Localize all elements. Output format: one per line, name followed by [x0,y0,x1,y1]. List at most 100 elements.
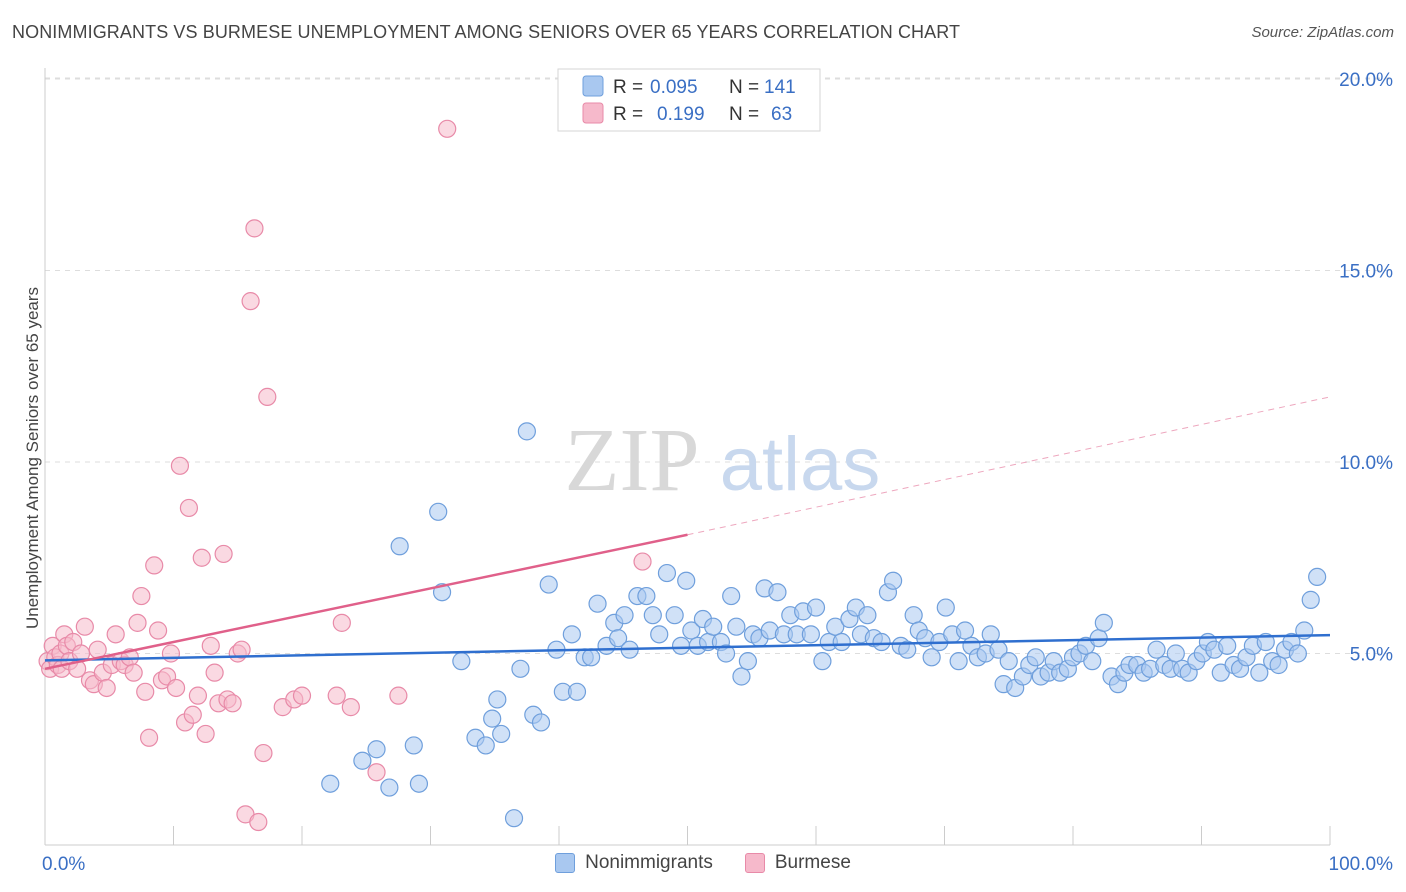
legend-swatch-burmese [744,853,765,873]
nonimmigrants-point [732,667,751,686]
nonimmigrants-point [1269,655,1288,675]
burmese-point [132,586,151,606]
nonimmigrants-point [452,652,471,671]
stats-legend-swatch-nonimmigrants [582,75,604,97]
burmese-point [179,498,199,518]
nonimmigrants-point [801,625,820,644]
burmese-point [249,812,268,832]
nonimmigrants-point [582,648,601,667]
nonimmigrants-point [367,740,386,759]
nonimmigrants-point [1083,652,1102,671]
burmese-point [341,698,360,717]
x-tick-label: 100.0% [1329,854,1394,875]
watermark-zip: ZIP [565,411,700,510]
nonimmigrants-point [1250,663,1269,682]
stats-legend-r-value: 0.095 [650,77,698,98]
burmese-point [258,387,277,406]
nonimmigrants-point [390,537,409,556]
nonimmigrants-point [637,586,656,606]
axes [44,68,1331,846]
nonimmigrants-point [1026,648,1045,667]
stats-legend-n-label: N = [729,77,759,98]
burmese-point [124,663,143,682]
y-axis-label: Unemployment Among Seniors over 65 years [23,287,42,629]
nonimmigrants-point [492,724,511,744]
nonimmigrants-point [813,652,832,671]
legend-swatch-nonimmigrants [555,853,576,873]
nonimmigrants-point [588,594,607,613]
legend-item-burmese: Burmese [744,852,851,874]
source-credit: Source: ZipAtlas.com [1251,24,1394,41]
nonimmigrants-point [955,621,975,640]
nonimmigrants-point [353,751,372,770]
nonimmigrants-point [1301,590,1320,609]
y-tick-label: 15.0% [1339,262,1393,283]
nonimmigrants-point [409,774,429,793]
nonimmigrants-point [483,709,502,728]
burmese-point [196,724,215,744]
burmese-points [38,119,652,832]
nonimmigrants-point [872,632,891,652]
nonimmigrants-point [476,736,495,755]
trend-lines [44,396,1331,671]
watermark: ZIP atlas [565,411,881,510]
burmese-point [170,456,190,475]
nonimmigrants-point [722,586,741,606]
stats-legend-n-value: 63 [771,104,792,125]
burmese-point [292,686,312,705]
nonimmigrants-point [806,598,826,617]
nonimmigrants-point [682,621,701,640]
y-tick-label: 20.0% [1339,70,1393,91]
nonimmigrants-point [609,629,628,648]
burmese-point [214,544,233,564]
burmese-point [389,686,408,705]
nonimmigrants-point [567,682,587,701]
stats-legend: R = 0.095 N = 141 R = 0.199 N = 63 [557,68,821,132]
nonimmigrants-point [883,571,903,590]
nonimmigrants-point [615,606,634,625]
nonimmigrants-point [1166,644,1185,663]
grid-lines [45,77,1392,654]
nonimmigrants-point [531,713,551,732]
nonimmigrants-point [517,422,536,441]
burmese-point [106,625,125,644]
legend-label-burmese: Burmese [774,852,851,873]
burmese-point [245,219,264,238]
stats-legend-r-label: R = [613,77,643,98]
nonimmigrants-point [858,606,877,625]
nonimmigrants-point [1089,629,1108,648]
nonimmigrants-point [404,736,423,755]
burmese-point [139,728,159,747]
nonimmigrants-point [832,632,851,652]
y-tick-label: 5.0% [1350,645,1393,666]
burmese-point [367,763,386,782]
burmese-point [97,678,116,698]
nonimmigrants-point [643,606,662,625]
y-tick-label: 10.0% [1339,453,1393,474]
nonimmigrants-point [677,571,696,590]
burmese-point [241,292,260,311]
nonimmigrants-point [826,617,845,636]
legend-label-nonimmigrants: Nonimmigrants [585,852,713,873]
burmese-point [75,617,94,636]
burmese-trend-line [44,533,688,671]
nonimmigrants-point [539,575,558,594]
series-legend: Nonimmigrants Burmese [0,852,1406,874]
burmese-point [327,686,346,705]
nonimmigrants-point [380,778,399,797]
stats-legend-r-value: 0.199 [657,104,705,125]
stats-legend-swatch-burmese [582,102,604,124]
burmese-point [166,678,186,698]
burmese-point [332,613,351,632]
nonimmigrants-point [429,502,448,521]
nonimmigrants-point [321,774,340,793]
nonimmigrants-point [898,640,917,659]
burmese-point [192,548,211,567]
burmese-point [232,640,251,659]
nonimmigrants-point [936,598,955,617]
nonimmigrants-point [704,617,723,636]
nonimmigrants-point [904,606,923,625]
tick-labels: 5.0% 10.0% 15.0% 20.0% 0.0% 100.0% [42,70,1393,875]
nonimmigrants-point [1256,632,1275,652]
